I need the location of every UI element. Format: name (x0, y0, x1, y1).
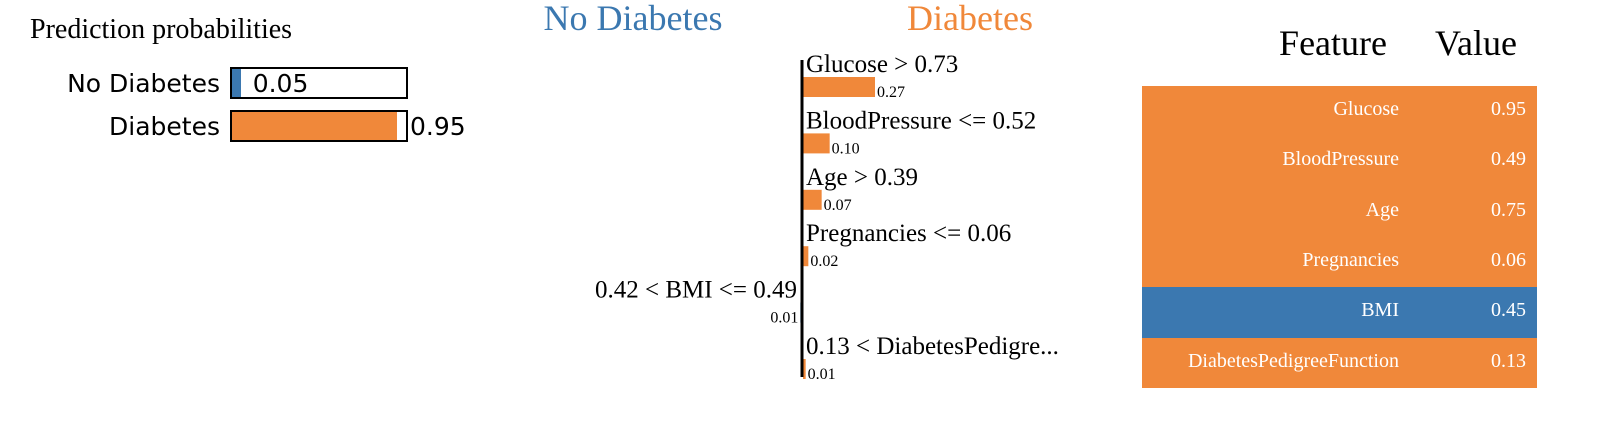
explanation-bar-group: Glucose > 0.73 0.27 (803, 51, 958, 101)
feature-value-table: Feature Value Glucose 0.95 BloodPressure 0.… (1142, 22, 1537, 388)
proba-row-no-diabetes: No Diabetes 0.05 (30, 67, 500, 103)
positive-class-title: Diabetes (907, 0, 1033, 38)
bar (803, 359, 806, 379)
feature-name: DiabetesPedigreeFunction (1187, 349, 1399, 372)
table-body: Glucose 0.95 BloodPressure 0.49 Age 0.75 Pregn… (1142, 86, 1537, 388)
bar-value-label: 0.27 (877, 84, 905, 101)
feature-name: BMI (1361, 299, 1399, 322)
bar-value-label: 0.01 (808, 366, 836, 383)
table-row: BMI 0.45 (1142, 287, 1537, 338)
proba-row-diabetes: Diabetes 0.95 (30, 110, 500, 146)
bar (803, 246, 809, 267)
table-row: Pregnancies 0.06 (1142, 236, 1537, 288)
feature-value: 0.75 (1491, 198, 1526, 221)
table-row: Glucose 0.95 (1142, 86, 1537, 137)
explanation-bar-group: BloodPressure <= 0.52 0.10 (803, 107, 1036, 157)
feature-name: Glucose (1333, 98, 1399, 120)
table-row: Age 0.75 (1142, 186, 1537, 237)
proba-bar-frame (230, 67, 408, 99)
proba-bar-frame (230, 110, 408, 142)
prediction-probabilities-panel: Prediction probabilities No Diabetes 0.0… (30, 14, 500, 174)
explanation-bar-group: Pregnancies <= 0.06 0.02 (803, 220, 1011, 270)
bar-value-label: 0.07 (824, 197, 852, 214)
proba-bar-fill (232, 112, 398, 140)
feature-value: 0.49 (1491, 148, 1526, 171)
table-header: Feature Value (1142, 22, 1537, 86)
feature-value: 0.45 (1491, 299, 1526, 322)
bar (803, 77, 875, 97)
header-value: Value (1435, 23, 1517, 63)
proba-label: No Diabetes (67, 69, 220, 98)
bars-layer: Glucose > 0.73 0.27 BloodPressure <= 0.52 0… (595, 51, 1059, 383)
bar-label: 0.13 < DiabetesPedigre... (806, 333, 1059, 360)
table-row: DiabetesPedigreeFunction 0.13 (1142, 337, 1537, 388)
table-row: BloodPressure 0.49 (1142, 136, 1537, 187)
explanation-bar-group: Age > 0.39 0.07 (803, 164, 918, 214)
feature-name: BloodPressure (1282, 148, 1399, 171)
feature-value: 0.95 (1491, 98, 1526, 120)
prediction-probabilities-title: Prediction probabilities (30, 14, 293, 45)
bar-label: Pregnancies <= 0.06 (806, 220, 1011, 247)
bar-label: BloodPressure <= 0.52 (806, 107, 1036, 134)
bar (803, 133, 830, 154)
proba-bar-fill (232, 69, 241, 97)
header-feature: Feature (1279, 23, 1387, 63)
bar-value-label: 0.10 (832, 140, 860, 157)
explanation-bar-group: 0.13 < DiabetesPedigre... 0.01 (803, 333, 1059, 383)
explanation-bar-group: 0.42 < BMI <= 0.49 0.01 (595, 277, 803, 327)
feature-value: 0.13 (1491, 349, 1526, 372)
feature-name: Pregnancies (1302, 248, 1399, 271)
bar-label: 0.42 < BMI <= 0.49 (595, 277, 797, 304)
feature-value: 0.06 (1491, 248, 1526, 271)
proba-value: 0.05 (252, 69, 309, 98)
negative-class-title: No Diabetes (544, 0, 723, 38)
explanation-bar-chart: No Diabetes Diabetes Glucose > 0.73 0.27 B… (544, 0, 1059, 383)
bar-label: Glucose > 0.73 (806, 51, 958, 78)
bar (803, 189, 822, 210)
proba-label: Diabetes (109, 112, 220, 141)
proba-value: 0.95 (410, 112, 466, 141)
bar-value-label: 0.02 (810, 253, 838, 270)
feature-name: Age (1365, 198, 1399, 221)
bar-label: Age > 0.39 (806, 164, 918, 191)
bar-value-label: 0.01 (770, 310, 798, 327)
